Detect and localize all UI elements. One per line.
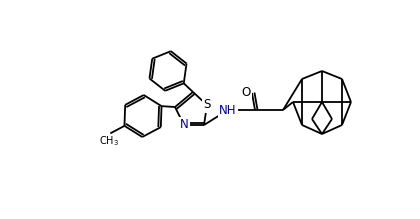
Text: O: O [241, 85, 251, 99]
Text: CH$_3$: CH$_3$ [99, 134, 119, 148]
Text: S: S [203, 99, 211, 111]
Text: N: N [180, 118, 189, 131]
Text: NH: NH [219, 104, 237, 118]
